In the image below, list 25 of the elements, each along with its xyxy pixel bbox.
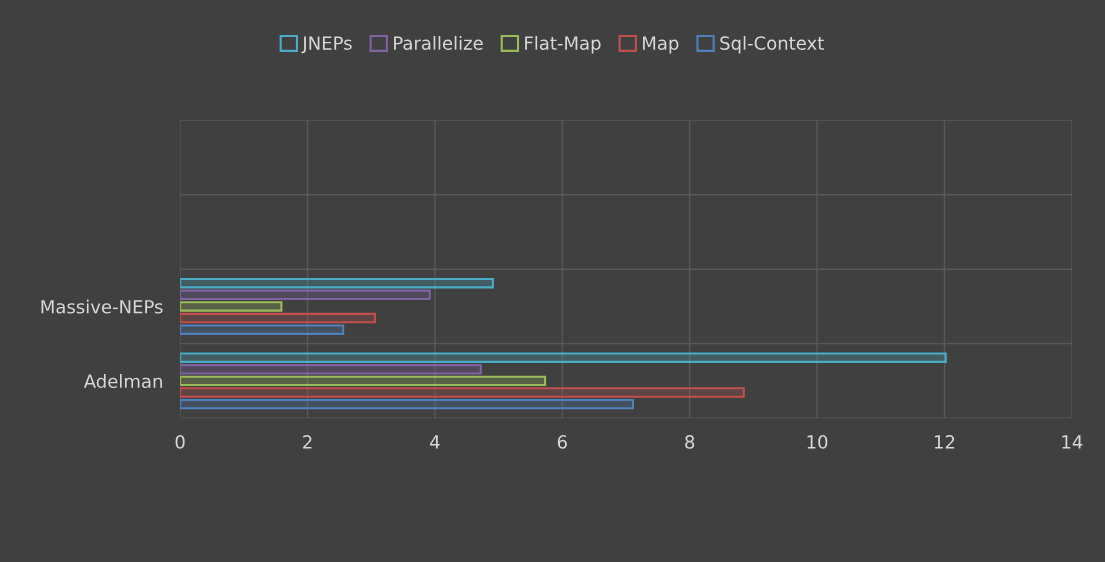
legend-label: Sql-Context [720,35,824,54]
x-tick-label: 2 [303,435,312,449]
x-tick-label: 10 [807,435,828,449]
x-tick-label: 14 [1062,435,1083,449]
x-tick-label: 0 [175,435,185,449]
x-tick-label: 6 [557,435,567,449]
bar [180,352,947,363]
bar [180,301,283,312]
bar [180,387,745,398]
y-tick-label: Massive-NEPs [41,299,163,314]
bar [180,375,547,387]
legend-label: JNEPs [301,36,352,54]
bar [180,398,635,410]
bar [180,277,494,289]
x-tick-label: 4 [430,435,440,449]
bar [180,324,345,335]
legend-label: Parallelize [394,35,483,50]
bar [180,312,377,324]
bar [180,364,482,375]
bar [180,289,431,301]
x-tick-label: 12 [934,435,955,449]
y-tick-label: Adelman [83,374,162,389]
x-tick-label: 8 [685,435,695,449]
legend-label: Flat-Map [525,35,601,54]
legend-label: Map [643,36,679,54]
